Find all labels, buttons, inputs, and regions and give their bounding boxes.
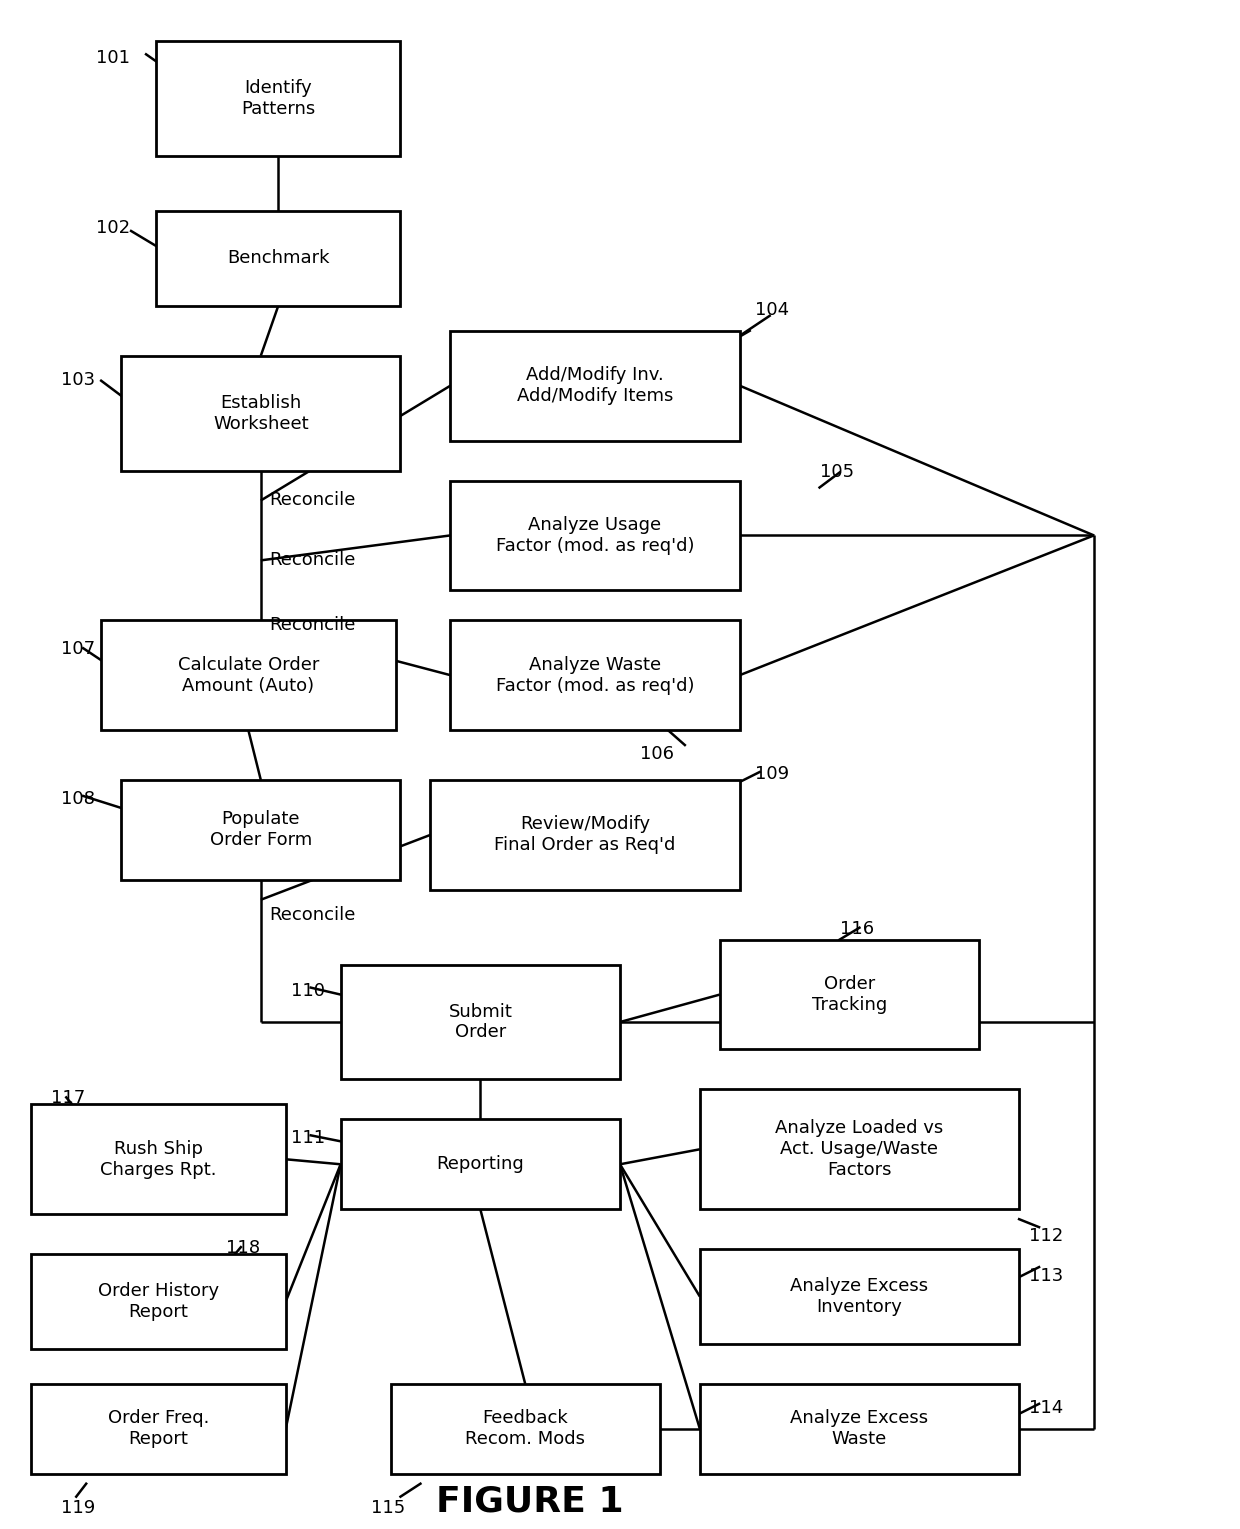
Text: Identify
Patterns: Identify Patterns [241, 80, 315, 118]
Bar [450, 621, 740, 729]
Text: 112: 112 [1029, 1228, 1064, 1245]
Text: 116: 116 [839, 920, 874, 937]
Bar [122, 356, 401, 471]
Bar [719, 940, 980, 1049]
Bar [341, 1119, 620, 1209]
Text: 101: 101 [97, 49, 130, 67]
Bar [31, 1254, 285, 1349]
Text: Order History
Report: Order History Report [98, 1283, 219, 1321]
Bar [699, 1249, 1019, 1344]
Text: 103: 103 [61, 370, 95, 388]
Text: Establish
Worksheet: Establish Worksheet [213, 394, 309, 433]
Text: Order
Tracking: Order Tracking [812, 976, 887, 1014]
Bar [391, 1384, 660, 1474]
Text: Rush Ship
Charges Rpt.: Rush Ship Charges Rpt. [100, 1141, 217, 1179]
Text: 106: 106 [640, 745, 675, 763]
Bar [450, 480, 740, 590]
Bar [31, 1104, 285, 1214]
Text: Analyze Waste
Factor (mod. as req'd): Analyze Waste Factor (mod. as req'd) [496, 656, 694, 694]
Text: 107: 107 [61, 641, 95, 657]
Text: Reporting: Reporting [436, 1156, 525, 1173]
Text: Review/Modify
Final Order as Req'd: Review/Modify Final Order as Req'd [495, 815, 676, 855]
Text: Feedback
Recom. Mods: Feedback Recom. Mods [465, 1410, 585, 1448]
Text: Reconcile: Reconcile [269, 905, 355, 924]
Text: 104: 104 [755, 301, 789, 320]
Text: Add/Modify Inv.
Add/Modify Items: Add/Modify Inv. Add/Modify Items [517, 367, 673, 405]
Text: Analyze Excess
Waste: Analyze Excess Waste [790, 1410, 929, 1448]
Text: 109: 109 [755, 764, 789, 783]
Text: 119: 119 [61, 1498, 95, 1517]
Text: Analyze Excess
Inventory: Analyze Excess Inventory [790, 1277, 929, 1316]
Text: 102: 102 [97, 219, 130, 237]
Text: Analyze Loaded vs
Act. Usage/Waste
Factors: Analyze Loaded vs Act. Usage/Waste Facto… [775, 1119, 944, 1179]
Bar [31, 1384, 285, 1474]
Text: 105: 105 [820, 463, 853, 480]
Text: Reconcile: Reconcile [269, 491, 355, 509]
Bar [430, 780, 740, 890]
Text: Populate
Order Form: Populate Order Form [210, 810, 312, 849]
Text: 108: 108 [61, 790, 95, 807]
Text: 114: 114 [1029, 1399, 1064, 1417]
Text: 118: 118 [226, 1238, 260, 1257]
Bar [156, 211, 401, 306]
Text: 111: 111 [290, 1130, 325, 1147]
Text: 115: 115 [371, 1498, 404, 1517]
Text: 117: 117 [51, 1089, 86, 1107]
Text: Benchmark: Benchmark [227, 249, 330, 268]
Text: Order Freq.
Report: Order Freq. Report [108, 1410, 210, 1448]
Text: Calculate Order
Amount (Auto): Calculate Order Amount (Auto) [177, 656, 319, 694]
Text: 113: 113 [1029, 1268, 1064, 1284]
Bar [122, 780, 401, 879]
Text: Reconcile: Reconcile [269, 616, 355, 635]
Text: Reconcile: Reconcile [269, 552, 355, 569]
Bar [341, 965, 620, 1079]
Bar [699, 1089, 1019, 1209]
Bar [699, 1384, 1019, 1474]
Text: Submit
Order: Submit Order [449, 1003, 512, 1041]
Bar [102, 621, 396, 729]
Bar [450, 330, 740, 440]
Text: 110: 110 [290, 982, 325, 1000]
Text: Analyze Usage
Factor (mod. as req'd): Analyze Usage Factor (mod. as req'd) [496, 515, 694, 555]
Text: FIGURE 1: FIGURE 1 [436, 1485, 624, 1518]
Bar [156, 41, 401, 156]
